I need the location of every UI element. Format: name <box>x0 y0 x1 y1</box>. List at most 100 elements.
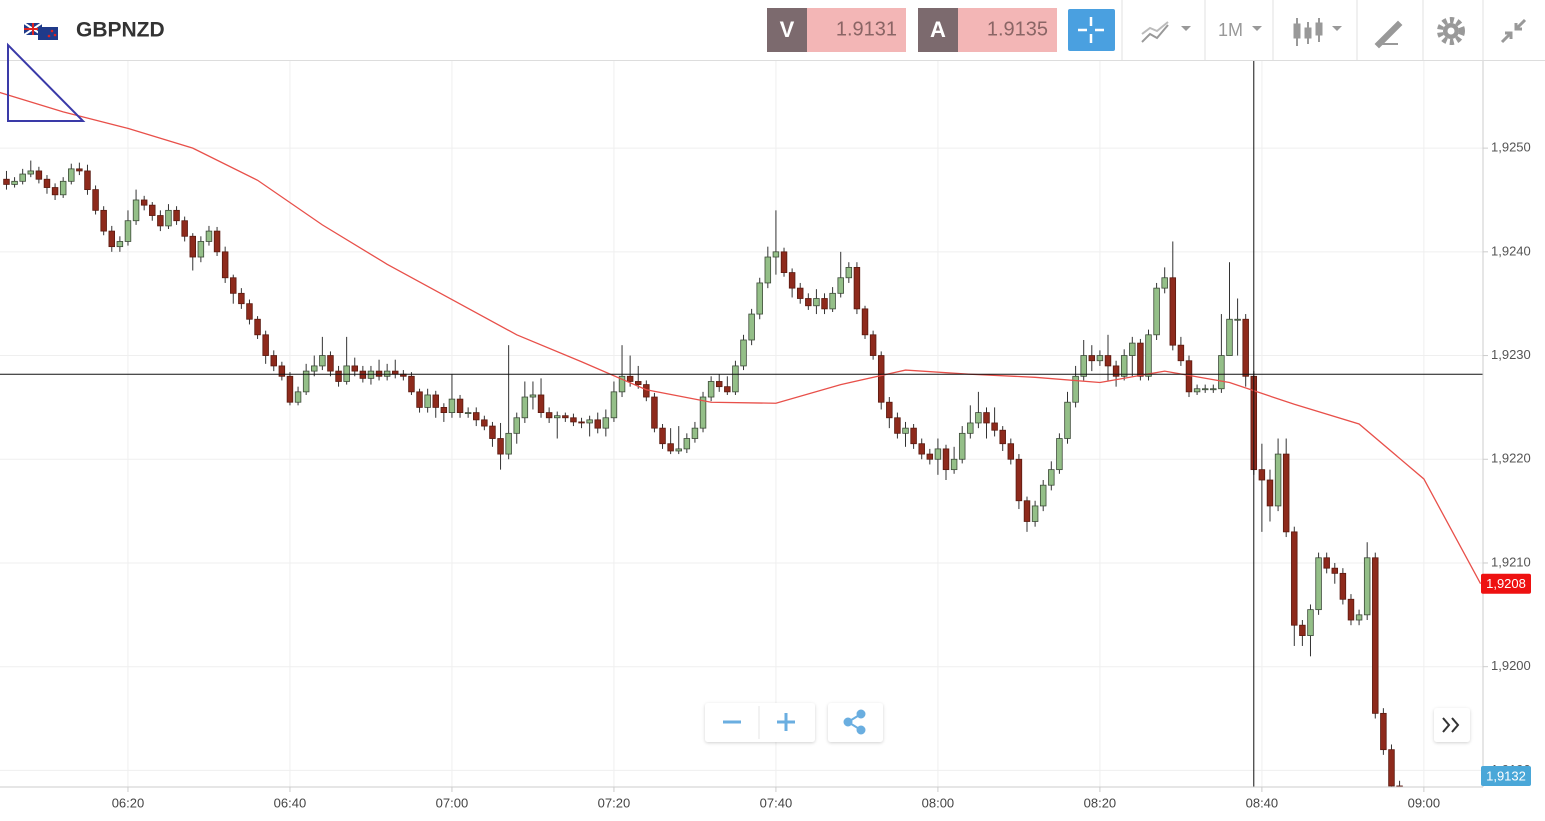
candle-body <box>68 168 75 182</box>
candle-body <box>1372 557 1379 714</box>
candle-body <box>1274 453 1282 507</box>
sell-button[interactable]: V 1.9131 <box>767 8 906 52</box>
price-badge-label: 1,9208 <box>1486 576 1526 591</box>
candle-body <box>732 365 739 393</box>
candle-body <box>1137 342 1144 377</box>
share-button[interactable] <box>843 709 866 735</box>
candle-body <box>902 427 909 434</box>
candle-body <box>19 173 26 182</box>
toolbar: GBPNZD V 1.9131 A 1.9135 1M <box>0 0 1545 61</box>
candle-body <box>440 407 448 413</box>
candle-body <box>294 391 302 403</box>
candle-body <box>1023 500 1031 522</box>
settings-button[interactable] <box>1437 17 1465 45</box>
buy-label: A <box>930 17 946 42</box>
candle-body <box>1307 609 1314 636</box>
candle-body <box>1161 277 1168 289</box>
candle-body <box>165 209 172 227</box>
candle-body <box>3 178 10 185</box>
candle-body <box>408 375 415 393</box>
candle-body <box>1234 318 1241 321</box>
candle-body <box>1291 531 1298 626</box>
candle-body <box>1331 567 1339 574</box>
candle-style-button[interactable] <box>1293 18 1342 46</box>
candle-body <box>238 292 245 305</box>
candle-body <box>432 394 439 408</box>
candle-body <box>578 421 585 424</box>
candle-body <box>116 241 124 248</box>
candle-body <box>521 396 529 419</box>
candle-body <box>554 415 561 419</box>
candle-body <box>788 272 796 289</box>
candle-body <box>699 396 707 429</box>
crosshair-button[interactable] <box>1068 9 1115 51</box>
candle-body <box>813 298 820 307</box>
x-tick-label: 08:40 <box>1246 795 1279 810</box>
y-tick-label: 1,9230 <box>1491 347 1531 362</box>
candle-body <box>1120 355 1128 377</box>
x-tick-label: 07:20 <box>598 795 631 810</box>
candle-body <box>1226 318 1233 356</box>
candle-body <box>748 313 755 341</box>
candle-body <box>829 292 836 310</box>
sell-label-bg <box>767 8 807 52</box>
candle-body <box>205 230 213 242</box>
drawing-tool-button[interactable] <box>1374 20 1403 49</box>
candle-body <box>311 365 318 372</box>
y-tick-label: 1,9240 <box>1491 243 1531 258</box>
candle-body <box>1210 388 1217 391</box>
candle-body <box>302 370 310 393</box>
candle-body <box>1282 453 1290 533</box>
buy-button[interactable]: A 1.9135 <box>918 8 1057 52</box>
candle-body <box>43 178 51 188</box>
candle-body <box>1266 479 1274 507</box>
candle-body <box>1347 598 1355 621</box>
candle-body <box>651 396 658 429</box>
chart-type-button[interactable] <box>1141 21 1191 43</box>
candle-body <box>1169 277 1177 346</box>
zoom-in-button[interactable] <box>777 713 795 731</box>
candle-body <box>513 417 520 434</box>
sell-label: V <box>780 17 795 42</box>
candle-body <box>464 412 472 414</box>
candle-body <box>691 427 699 439</box>
candle-body <box>1048 469 1055 486</box>
scroll-right-button[interactable] <box>1442 717 1460 733</box>
candle-body <box>675 448 682 452</box>
candle-body <box>262 334 269 356</box>
candle-body <box>1039 484 1047 507</box>
candle-body <box>602 417 610 429</box>
candle-body <box>76 168 83 172</box>
x-tick-label: 07:40 <box>760 795 793 810</box>
candle-body <box>375 370 383 377</box>
candle-body <box>780 251 788 273</box>
moving-average-line <box>0 91 1482 585</box>
candle-body <box>497 438 504 455</box>
candle-body <box>189 235 197 258</box>
candle-body <box>473 412 480 421</box>
candle-body <box>740 339 747 367</box>
candle-body <box>1299 624 1306 636</box>
candle-body <box>246 303 253 320</box>
candle-body <box>618 375 626 393</box>
candle-body <box>715 381 723 388</box>
candle-body <box>1242 318 1249 377</box>
candle-body <box>416 391 423 408</box>
candle-body <box>359 370 367 379</box>
candle-body <box>1145 334 1152 377</box>
timeframe-caret <box>1252 26 1262 31</box>
candle-body <box>918 443 925 455</box>
candle-body <box>35 170 43 180</box>
toolbar-separators <box>1121 0 1484 60</box>
x-tick-label: 07:00 <box>436 795 469 810</box>
timeframe[interactable]: 1M <box>1218 20 1243 40</box>
candle-body <box>570 417 577 423</box>
candle-body <box>1080 355 1087 377</box>
x-tick-label: 06:20 <box>112 795 145 810</box>
candle-body <box>124 220 132 242</box>
candle-body <box>254 318 261 336</box>
candle-body <box>319 355 326 367</box>
candle-body <box>1153 287 1160 336</box>
collapse-button[interactable] <box>1500 18 1527 44</box>
